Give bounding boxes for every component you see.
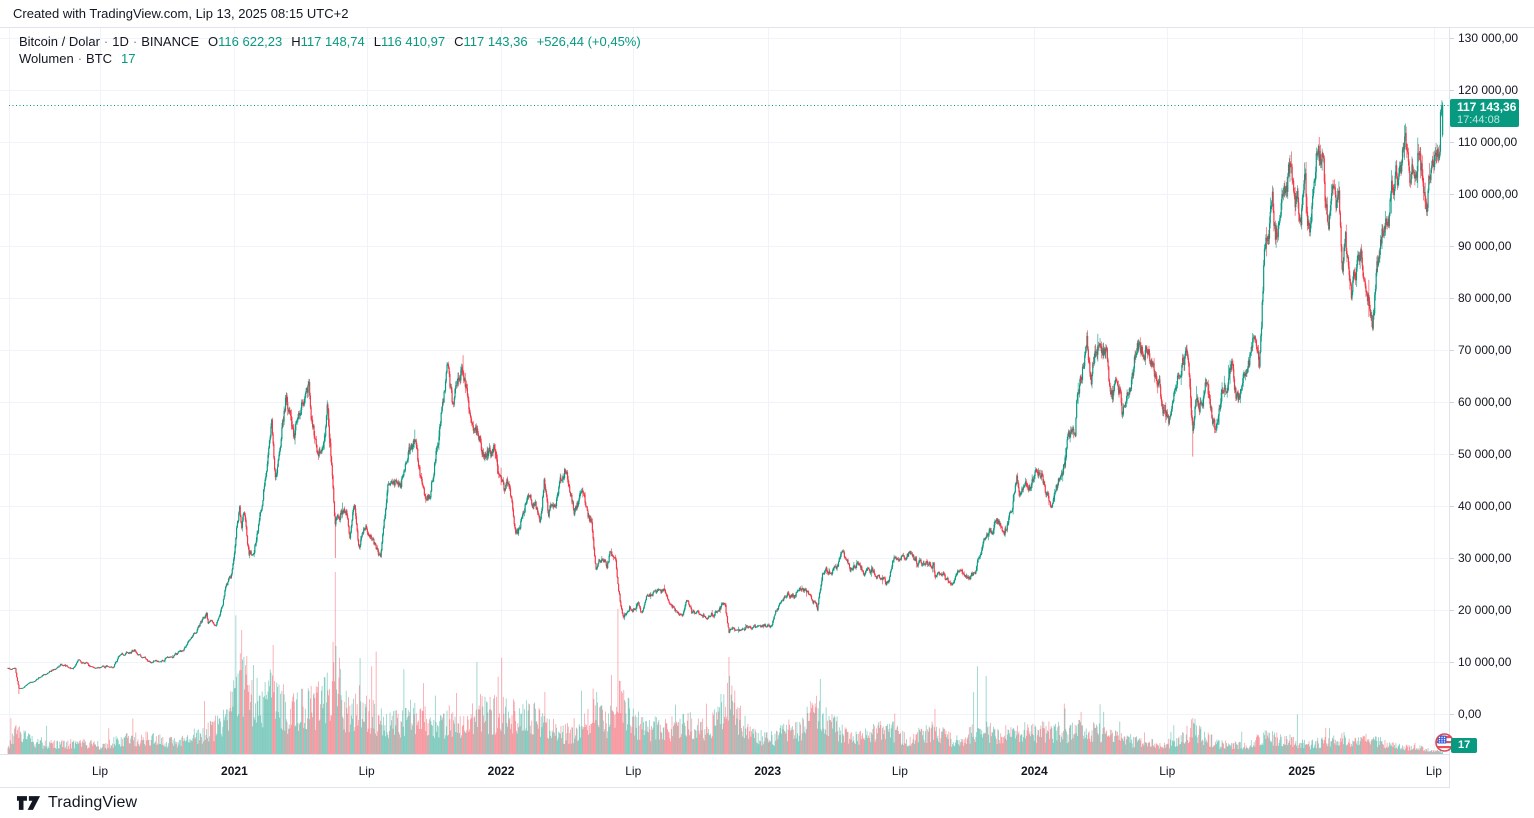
main-chart-canvas[interactable] <box>0 28 1449 754</box>
interval-label: 1D <box>112 34 129 49</box>
time-axis-label: Lip <box>1159 764 1176 778</box>
time-axis[interactable]: Lip 2021 Lip 2022 Lip 2023 Lip 2024 Lip 2025 Lip <box>0 754 1449 788</box>
price-axis-label: 0,00 <box>1458 707 1482 721</box>
price-axis-tick <box>1450 610 1454 611</box>
high-label: H <box>291 34 301 49</box>
separator-dot: · <box>103 34 109 49</box>
current-price-value: 117 143,36 <box>1457 100 1517 114</box>
price-axis-tick <box>1450 90 1454 91</box>
time-axis-label: 2021 <box>221 764 248 778</box>
price-axis-label: 120 000,00 <box>1458 83 1519 97</box>
time-axis-label: Lip <box>91 764 108 778</box>
volume-value: 17 <box>121 51 136 66</box>
candle-countdown-timer: 17:44:08 <box>1457 114 1500 126</box>
legend-symbol-row[interactable]: Bitcoin / Dolar · 1D · BINANCE O116 622,23 H11… <box>19 33 641 50</box>
attribution-text: Created with TradingView.com, Lip 13, 20… <box>13 6 349 21</box>
price-axis-tick <box>1450 558 1454 559</box>
price-axis-tick <box>1450 454 1454 455</box>
separator-dot: · <box>132 34 138 49</box>
high-value: 117 148,74 <box>300 34 365 49</box>
price-axis-label: 50 000,00 <box>1458 447 1512 461</box>
price-axis-label: 90 000,00 <box>1458 239 1512 253</box>
volume-value-badge: 17 <box>1451 738 1478 753</box>
current-price-badge: 117 143,36 17:44:08 <box>1450 99 1519 127</box>
close-value: 117 143,36 <box>463 34 528 49</box>
volume-unit: BTC <box>86 51 113 66</box>
price-axis-label: 80 000,00 <box>1458 291 1512 305</box>
time-axis-label: 2023 <box>754 764 782 778</box>
price-axis[interactable]: 130 000,00 120 000,00 110 000,00 100 000,00… <box>1449 28 1534 788</box>
attribution-bar: Created with TradingView.com, Lip 13, 20… <box>0 0 1534 28</box>
change-value: +526,44 (+0,45%) <box>536 34 641 49</box>
low-label: L <box>373 34 381 49</box>
price-axis-tick <box>1450 246 1454 247</box>
price-axis-tick <box>1450 350 1454 351</box>
volume-label: Wolumen <box>19 51 74 66</box>
exchange-label: BINANCE <box>141 34 200 49</box>
price-axis-label: 130 000,00 <box>1458 31 1519 45</box>
open-label: O <box>208 34 219 49</box>
time-axis-label: 2022 <box>487 764 515 778</box>
legend-volume-row[interactable]: Wolumen · BTC 17 <box>19 50 641 67</box>
tradingview-logo[interactable]: TradingView <box>16 793 137 813</box>
price-axis-label: 10 000,00 <box>1458 655 1512 669</box>
economic-events-flag-icon[interactable] <box>1435 733 1454 752</box>
time-axis-label: 2024 <box>1020 764 1048 778</box>
price-axis-label: 40 000,00 <box>1458 499 1512 513</box>
open-value: 116 622,23 <box>218 34 283 49</box>
time-axis-label: 2025 <box>1288 764 1316 778</box>
price-axis-label: 110 000,00 <box>1458 135 1518 149</box>
low-value: 116 410,97 <box>381 34 446 49</box>
price-axis-tick <box>1450 402 1454 403</box>
time-axis-label: Lip <box>1425 764 1442 778</box>
price-axis-tick <box>1450 662 1454 663</box>
time-axis-label: Lip <box>358 764 375 778</box>
footer-bar: TradingView <box>0 788 1534 818</box>
price-axis-tick <box>1450 506 1454 507</box>
price-axis-tick <box>1450 142 1454 143</box>
price-axis-label: 100 000,00 <box>1458 187 1519 201</box>
chart-legend: Bitcoin / Dolar · 1D · BINANCE O116 622,23 H11… <box>19 33 641 67</box>
price-axis-label: 70 000,00 <box>1458 343 1512 357</box>
price-axis-tick <box>1450 194 1454 195</box>
price-axis-label: 20 000,00 <box>1458 603 1512 617</box>
price-axis-tick <box>1450 714 1454 715</box>
price-axis-tick <box>1450 298 1454 299</box>
time-axis-label: Lip <box>625 764 642 778</box>
price-axis-label: 30 000,00 <box>1458 551 1512 565</box>
tradingview-brand-text: TradingView <box>48 794 138 811</box>
tradingview-logo-mark <box>16 796 41 810</box>
price-axis-label: 60 000,00 <box>1458 395 1512 409</box>
time-axis-label: Lip <box>891 764 908 778</box>
close-label: C <box>454 34 464 49</box>
separator-dot: · <box>77 51 83 66</box>
price-axis-tick <box>1450 38 1454 39</box>
symbol-name: Bitcoin / Dolar <box>19 34 100 49</box>
